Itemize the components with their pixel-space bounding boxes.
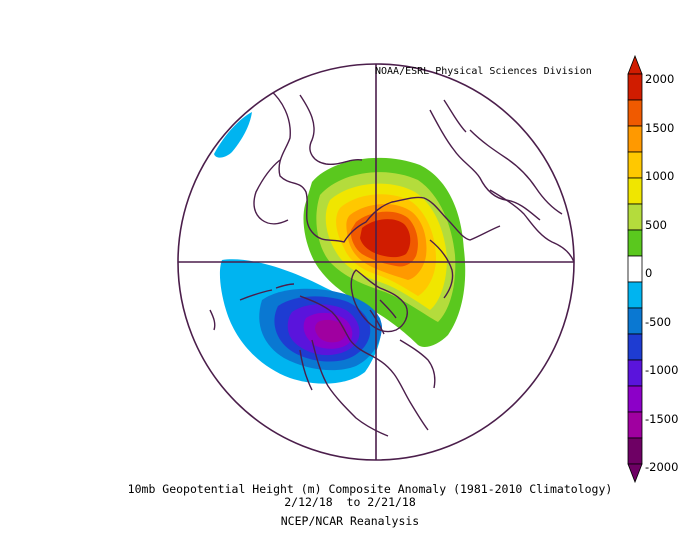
colorbar-swatch — [627, 385, 643, 413]
colorbar-swatch — [627, 99, 643, 127]
colorbar-tick-label: -500 — [645, 314, 672, 329]
negative-anomaly-1500 — [315, 319, 347, 343]
positive-anomaly-2000 — [360, 219, 411, 258]
colorbar-swatch — [627, 411, 643, 439]
anomaly-field — [214, 112, 466, 384]
colorbar-tick-label: 1000 — [645, 169, 675, 183]
colorbar-tick-label: 0 — [645, 266, 653, 280]
colorbar-swatch — [627, 177, 643, 205]
colorbar-swatch — [627, 203, 643, 231]
colorbar-tick-label: 2000 — [645, 72, 675, 86]
colorbar-swatch — [627, 437, 643, 465]
colorbar-tick-label: 500 — [645, 217, 667, 232]
colorbar-tick-label: -1500 — [645, 411, 679, 426]
credit-text: NOAA/ESRL Physical Sciences Division — [375, 66, 592, 77]
coastlines — [209, 89, 574, 437]
colorbar-swatch — [627, 229, 643, 257]
date-range: 2/12/18 to 2/21/18 — [284, 495, 416, 509]
colorbar-bottom-arrow — [627, 463, 643, 484]
colorbar-tick-label: 1500 — [645, 120, 675, 135]
colorbar-swatch — [627, 255, 643, 283]
colorbar — [627, 54, 643, 484]
colorbar-top-arrow — [627, 54, 643, 75]
colorbar-tick-label: -2000 — [645, 460, 679, 474]
map-border — [177, 63, 575, 461]
colorbar-swatch — [627, 359, 643, 387]
colorbar-tick-label: -1000 — [645, 363, 679, 377]
colorbar-swatch — [627, 307, 643, 335]
data-source: NCEP/NCAR Reanalysis — [280, 514, 420, 528]
colorbar-swatch — [627, 281, 643, 309]
colorbar-swatch — [627, 151, 643, 179]
colorbar-swatch — [627, 125, 643, 153]
map-title: 10mb Geopotential Height (m) Composite A… — [127, 482, 613, 496]
colorbar-swatch — [627, 73, 643, 101]
colorbar-swatch — [627, 333, 643, 361]
negative-anomaly-patch — [214, 112, 252, 158]
